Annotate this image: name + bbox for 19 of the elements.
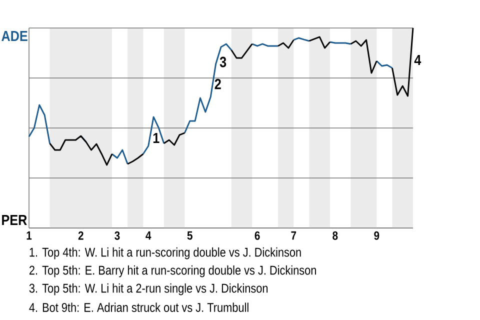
text: 3. Top 5th: W. Li hit a 2-run single vs J. Dickinson: [29, 283, 268, 296]
x-tick-label: 3: [114, 231, 120, 240]
text: 4: [414, 54, 422, 66]
text: ADE: [2, 30, 28, 42]
x-tick-label: 4: [146, 231, 152, 240]
text: 2. Top 5th: E. Barry hit a run-scoring double vs J. Dickinson: [29, 265, 316, 278]
text: 1. Top 4th: W. Li hit a run-scoring double vs J. Dickinson: [30, 247, 301, 260]
text: PER: [2, 214, 27, 226]
annotation: 3: [220, 56, 226, 68]
annotation: 1: [153, 132, 160, 144]
x-tick-label: 5: [187, 231, 192, 240]
text: 4. Bot 9th: E. Adrian struck out vs J. Trumbull: [29, 302, 248, 312]
x-tick-label: 8: [332, 231, 338, 240]
x-tick-label: 6: [254, 231, 260, 240]
x-tick-label: 9: [374, 231, 380, 240]
x-tick-label: 2: [78, 231, 84, 240]
x-tick-label: 7: [291, 231, 296, 240]
annotation: 2: [214, 78, 221, 90]
x-tick-label: 1: [26, 231, 32, 240]
